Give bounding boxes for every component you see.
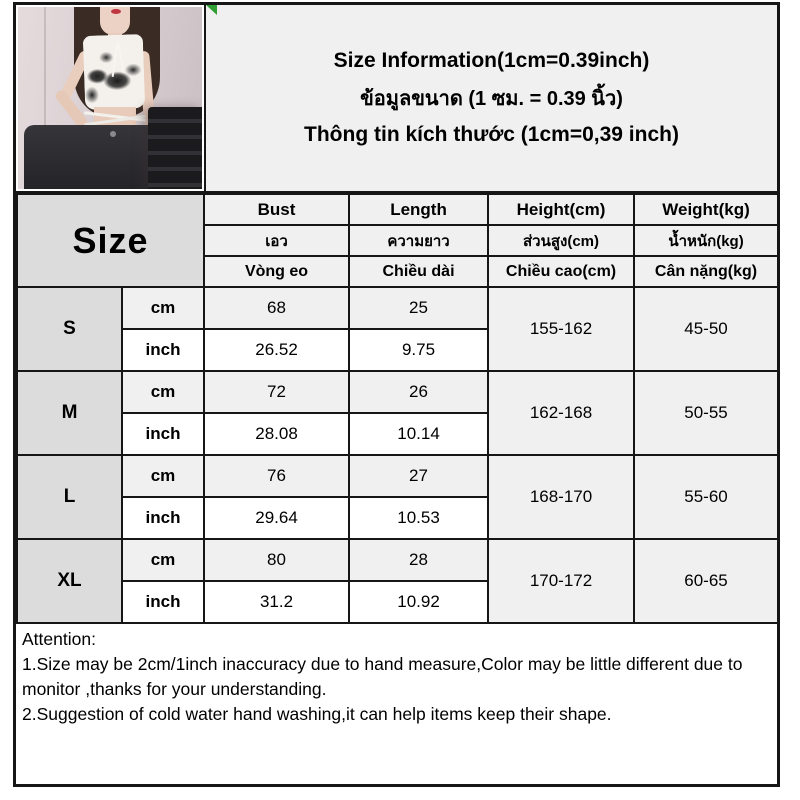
xl-bust-inch: 31.2 <box>203 580 351 624</box>
s-weight: 45-50 <box>633 286 780 372</box>
m-length-inch: 10.14 <box>348 412 490 456</box>
size-cell-s: S <box>16 286 123 372</box>
jeans-button <box>110 131 116 137</box>
xl-length-inch: 10.92 <box>348 580 490 624</box>
attention-line-1: 1.Size may be 2cm/1inch inaccuracy due t… <box>22 653 743 699</box>
l-length-cm: 27 <box>348 454 490 498</box>
unit-label-cm: cm <box>120 286 206 330</box>
attention-line-2: 2.Suggestion of cold water hand washing,… <box>22 703 612 724</box>
row-m-inch: inch 28.08 10.14 <box>17 412 778 456</box>
header-section: Size Information(1cm=0.39inch) ข้อมูลขนา… <box>16 5 777 193</box>
col-header-length-vi: Chiều dài <box>348 255 490 288</box>
unit-label-inch: inch <box>120 496 206 540</box>
s-bust-inch: 26.52 <box>203 328 351 372</box>
size-cell-l: L <box>16 454 123 540</box>
m-bust-inch: 28.08 <box>203 412 351 456</box>
col-header-height-en: Height(cm) <box>487 193 636 226</box>
size-cell-xl: XL <box>16 538 123 624</box>
product-photo <box>18 7 202 189</box>
unit-label-inch: inch <box>120 412 206 456</box>
l-bust-inch: 29.64 <box>203 496 351 540</box>
col-header-weight-en: Weight(kg) <box>633 193 780 226</box>
col-header-bust-en: Bust <box>203 193 351 226</box>
l-bust-cm: 76 <box>203 454 351 498</box>
row-s-inch: inch 26.52 9.75 <box>17 328 778 372</box>
s-length-cm: 25 <box>348 286 490 330</box>
xl-length-cm: 28 <box>348 538 490 582</box>
unit-label-cm: cm <box>120 454 206 498</box>
black-chair <box>148 107 202 189</box>
row-l-cm: L cm 76 27 168-170 55-60 <box>16 454 780 540</box>
header-row-th: เอว ความยาว ส่วนสูง(cm) น้ำหนัก(kg) <box>17 224 780 257</box>
wall-corner <box>43 7 46 135</box>
model-lips <box>111 9 121 14</box>
title-block: Size Information(1cm=0.39inch) ข้อมูลขนา… <box>206 5 777 191</box>
col-header-length-en: Length <box>348 193 490 226</box>
m-height: 162-168 <box>487 370 636 456</box>
l-height: 168-170 <box>487 454 636 540</box>
s-height: 155-162 <box>487 286 636 372</box>
col-header-bust-vi: Vòng eo <box>203 255 351 288</box>
unit-label-cm: cm <box>120 370 206 414</box>
xl-bust-cm: 80 <box>203 538 351 582</box>
row-xl-inch: inch 31.2 10.92 <box>17 580 778 624</box>
col-header-length-th: ความยาว <box>348 224 490 257</box>
row-s-cm: S cm 68 25 155-162 45-50 <box>16 286 780 372</box>
header-row-vi: Vòng eo Chiều dài Chiều cao(cm) Cân nặng… <box>17 255 780 288</box>
size-cell-m: M <box>16 370 123 456</box>
m-weight: 50-55 <box>633 370 780 456</box>
size-table: Size Bust Length Height(cm) Weight(kg) เ… <box>15 193 780 624</box>
title-thai: ข้อมูลขนาด (1 ซม. = 0.39 นิ้ว) <box>360 88 623 110</box>
unit-label-cm: cm <box>120 538 206 582</box>
unit-label-inch: inch <box>120 328 206 372</box>
green-corner-marker-icon <box>206 5 217 15</box>
size-chart-card: Size Information(1cm=0.39inch) ข้อมูลขนา… <box>13 2 780 787</box>
row-xl-cm: XL cm 80 28 170-172 60-65 <box>16 538 780 624</box>
row-m-cm: M cm 72 26 162-168 50-55 <box>16 370 780 456</box>
attention-heading: Attention: <box>22 629 96 649</box>
product-photo-cell <box>16 5 206 191</box>
col-header-weight-th: น้ำหนัก(kg) <box>633 224 780 257</box>
col-header-height-th: ส่วนสูง(cm) <box>487 224 636 257</box>
xl-weight: 60-65 <box>633 538 780 624</box>
title-vietnamese: Thông tin kích thước (1cm=0,39 inch) <box>304 123 679 146</box>
attention-note: Attention: 1.Size may be 2cm/1inch inacc… <box>16 624 777 727</box>
title-english: Size Information(1cm=0.39inch) <box>333 49 650 72</box>
l-length-inch: 10.53 <box>348 496 490 540</box>
m-bust-cm: 72 <box>203 370 351 414</box>
header-row-en: Size Bust Length Height(cm) Weight(kg) <box>15 193 780 288</box>
row-l-inch: inch 29.64 10.53 <box>17 496 778 540</box>
size-header-cell: Size <box>15 193 206 288</box>
xl-height: 170-172 <box>487 538 636 624</box>
m-length-cm: 26 <box>348 370 490 414</box>
l-weight: 55-60 <box>633 454 780 540</box>
col-header-height-vi: Chiều cao(cm) <box>487 255 636 288</box>
s-length-inch: 9.75 <box>348 328 490 372</box>
unit-label-inch: inch <box>120 580 206 624</box>
col-header-bust-th: เอว <box>203 224 351 257</box>
s-bust-cm: 68 <box>203 286 351 330</box>
col-header-weight-vi: Cân nặng(kg) <box>633 255 780 288</box>
